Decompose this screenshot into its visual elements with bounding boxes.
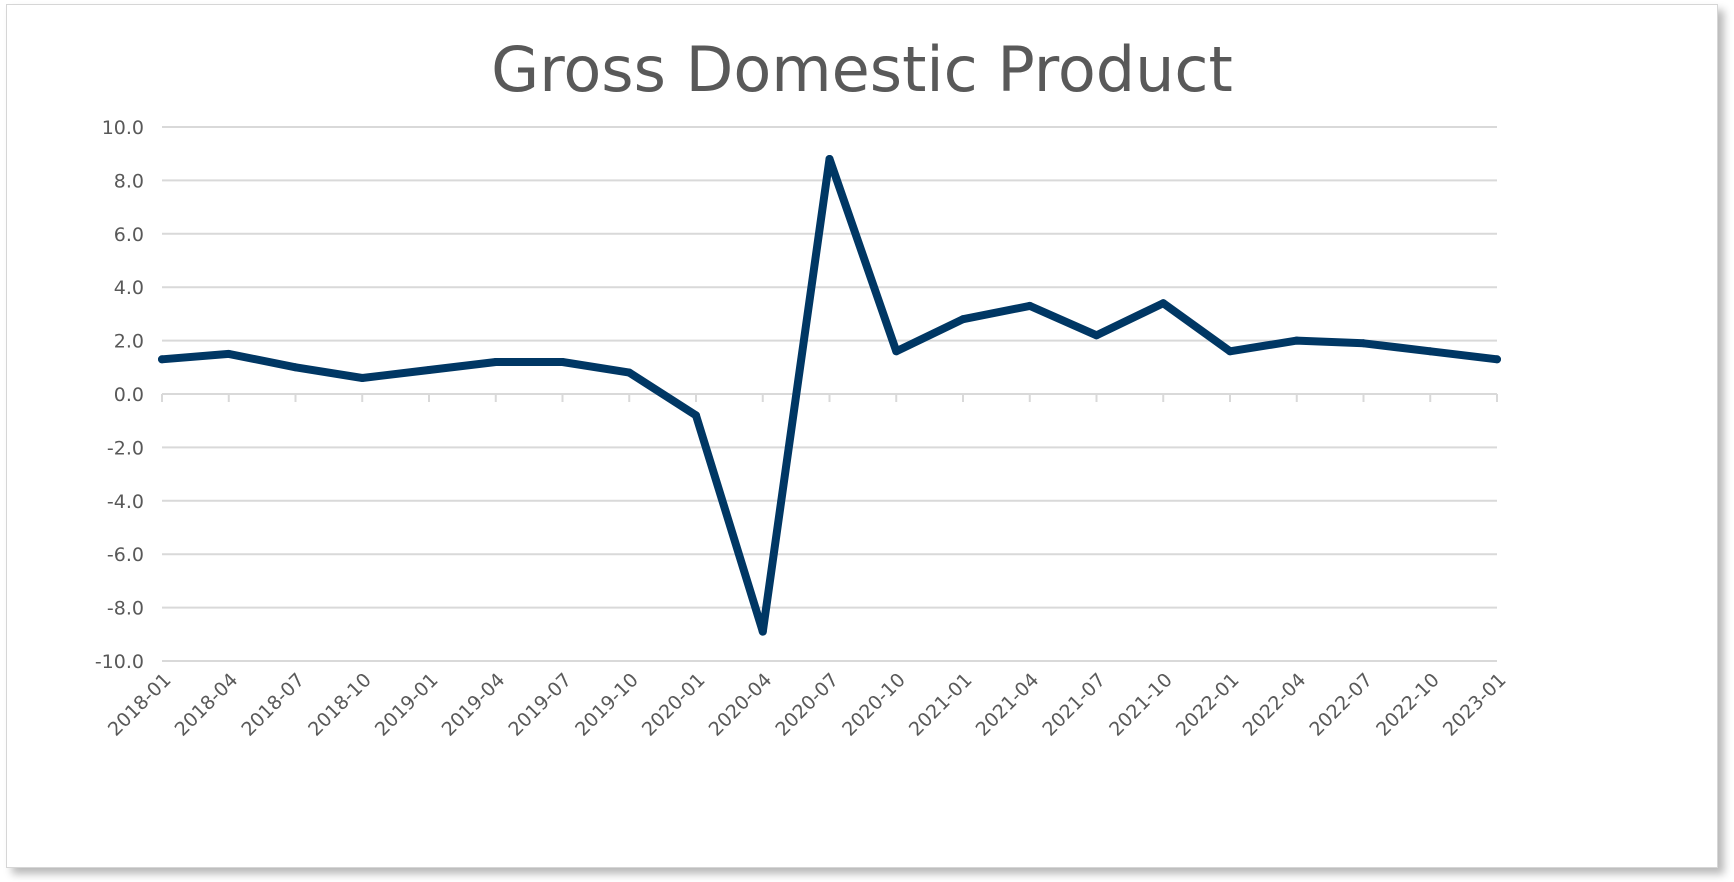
y-tick-label: 2.0 xyxy=(114,331,144,353)
chart-title: Gross Domestic Product xyxy=(491,33,1233,106)
data-point xyxy=(158,355,166,364)
data-point xyxy=(224,349,233,358)
y-tick-label: 8.0 xyxy=(114,170,144,192)
data-point xyxy=(358,373,367,382)
data-point xyxy=(1426,347,1435,356)
x-tick-label: 2019-10 xyxy=(571,669,643,741)
x-tick-label: 2018-10 xyxy=(304,669,376,741)
data-point xyxy=(1092,331,1101,340)
data-point xyxy=(1025,301,1034,310)
y-tick-label: 10.0 xyxy=(102,117,144,139)
data-point xyxy=(892,347,901,356)
x-tick-label: 2020-04 xyxy=(705,669,777,741)
x-tick-label: 2022-01 xyxy=(1172,669,1244,741)
x-tick-label: 2022-07 xyxy=(1305,669,1377,741)
y-tick-label: -10.0 xyxy=(95,651,144,673)
y-tick-label: 6.0 xyxy=(114,224,144,246)
x-tick-label: 2023-01 xyxy=(1439,669,1511,741)
series-layer xyxy=(158,155,1501,636)
y-tick-label: -8.0 xyxy=(107,598,144,620)
x-tick-label: 2022-10 xyxy=(1372,669,1444,741)
data-point xyxy=(1159,299,1168,308)
x-tick-label: 2018-04 xyxy=(171,669,243,741)
data-point xyxy=(291,363,300,372)
data-point xyxy=(825,155,834,164)
data-point xyxy=(558,357,567,366)
x-tick-label: 2020-07 xyxy=(771,669,843,741)
data-point xyxy=(692,411,700,420)
x-tick-label: 2020-01 xyxy=(638,669,710,741)
data-point xyxy=(1292,336,1301,345)
x-tick-label: 2018-07 xyxy=(237,669,309,741)
x-tick-label: 2021-07 xyxy=(1038,669,1110,741)
x-tick-label: 2022-04 xyxy=(1239,669,1311,741)
data-point xyxy=(1359,339,1368,348)
x-tick-label: 2019-01 xyxy=(371,669,443,741)
x-tick-label: 2021-04 xyxy=(972,669,1044,741)
x-tick-labels: 2018-012018-042018-072018-102019-012019-… xyxy=(104,669,1511,741)
y-tick-label: 0.0 xyxy=(114,384,144,406)
x-tick-label: 2021-10 xyxy=(1105,669,1177,741)
y-tick-label: -2.0 xyxy=(107,437,144,459)
data-point xyxy=(1493,355,1501,364)
data-point xyxy=(491,357,500,366)
line-chart-plot: 10.0 8.0 6.0 4.0 2.0 0.0 -2.0 -4.0 -6.0 -8.0 -10.0… xyxy=(95,117,1511,741)
x-tick-label: 2018-01 xyxy=(104,669,176,741)
x-tick-label: 2021-01 xyxy=(905,669,977,741)
data-point xyxy=(625,368,634,377)
x-tick-label: 2019-04 xyxy=(438,669,510,741)
x-axis xyxy=(161,393,1498,402)
x-tick-label: 2019-07 xyxy=(504,669,576,741)
y-tick-label: 4.0 xyxy=(114,277,144,299)
y-tick-labels: 10.0 8.0 6.0 4.0 2.0 0.0 -2.0 -4.0 -6.0 -8.0 -10.0 xyxy=(95,117,144,673)
chart-frame: Gross Domestic Product 10.0 8.0 6.0 4.0 2.0 0… xyxy=(6,4,1718,868)
data-point xyxy=(959,315,967,324)
data-point xyxy=(425,365,433,374)
data-point xyxy=(758,627,767,636)
x-tick-label: 2020-10 xyxy=(838,669,910,741)
data-point xyxy=(1226,347,1234,356)
y-tick-label: -6.0 xyxy=(107,544,144,566)
y-tick-label: -4.0 xyxy=(107,491,144,513)
